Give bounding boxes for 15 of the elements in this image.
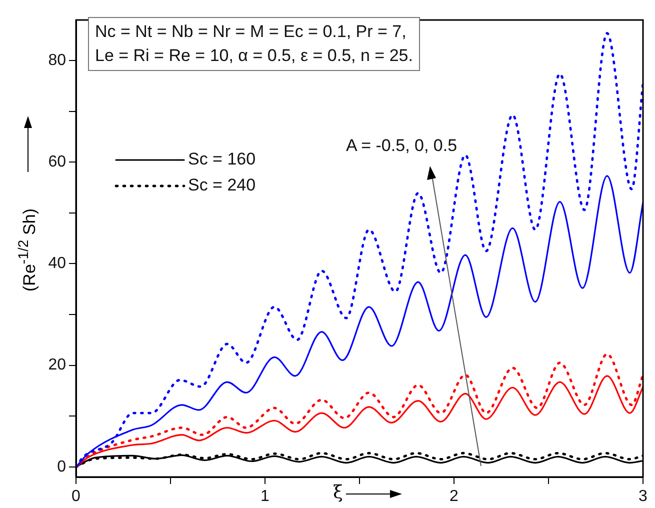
y-tick-label: 0 [57,458,66,476]
legend-label: Sc = 240 [188,176,256,195]
y-tick-label: 20 [48,356,66,374]
x-tick-label: 2 [450,488,459,506]
x-tick-label: 0 [72,488,81,506]
legend-label: Sc = 160 [188,150,256,169]
y-tick-label: 60 [48,154,66,171]
annotation: Nc = Nt = Nb = Nr = M = Ec = 0.1, Pr = 7, [95,21,408,43]
x-tick-label: 1 [260,488,270,506]
annotation: Le = Ri = Re = 10, α = 0.5, ε = 0.5, n = 25. [95,45,413,67]
x-tick-label: 3 [638,488,648,506]
x-axis-title: ξ [333,482,343,503]
annotation: A = -0.5, 0, 0.5 [346,136,458,156]
y-tick-label: 40 [48,255,66,272]
y-tick-label: 80 [48,52,66,70]
